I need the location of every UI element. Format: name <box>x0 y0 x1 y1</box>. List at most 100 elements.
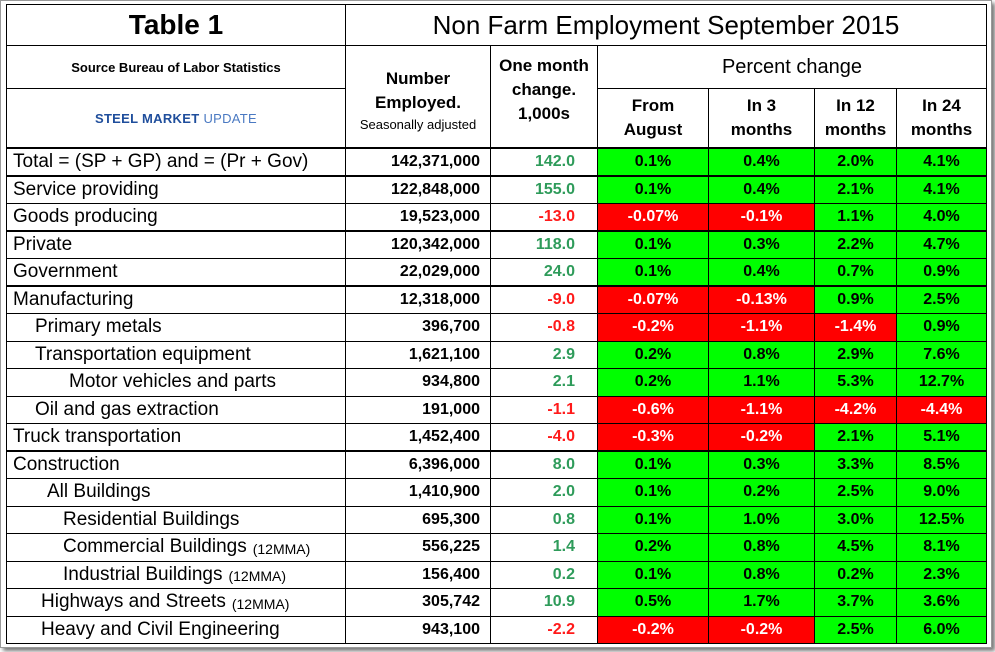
change-value: 24.0 <box>491 259 598 287</box>
employed-value: 1,410,900 <box>346 479 491 507</box>
percent-value: -1.1% <box>709 314 815 342</box>
percent-value: 4.1% <box>897 149 987 177</box>
percent-value: -0.3% <box>598 424 709 452</box>
percent-value: 12.7% <box>897 369 987 397</box>
percent-value: 0.1% <box>598 259 709 287</box>
percent-value: 0.7% <box>815 259 897 287</box>
percent-value: -0.13% <box>709 286 815 314</box>
change-value: 8.0 <box>491 451 598 479</box>
percent-value: 0.4% <box>709 149 815 177</box>
row-label: Industrial Buildings (12MMA) <box>6 561 346 589</box>
row-label: Motor vehicles and parts <box>6 369 346 397</box>
percent-value: 0.9% <box>897 259 987 287</box>
percent-value: 2.5% <box>815 616 897 644</box>
row-label: Heavy and Civil Engineering <box>6 616 346 644</box>
percent-value: -0.6% <box>598 396 709 424</box>
change-title: One month change. 1,000s <box>499 55 589 123</box>
change-value: -9.0 <box>491 286 598 314</box>
percent-value: 0.8% <box>709 534 815 562</box>
percent-value: 4.0% <box>897 204 987 232</box>
percent-value: 0.9% <box>815 286 897 314</box>
percent-value: -0.2% <box>598 616 709 644</box>
percent-value: 2.1% <box>815 424 897 452</box>
percent-value: 3.7% <box>815 589 897 617</box>
row-label: Highways and Streets (12MMA) <box>6 589 346 617</box>
employed-value: 156,400 <box>346 561 491 589</box>
percent-value: 3.6% <box>897 589 987 617</box>
percent-value: 0.1% <box>598 561 709 589</box>
percent-value: -0.1% <box>709 204 815 232</box>
employed-value: 695,300 <box>346 506 491 534</box>
percent-value: -0.2% <box>598 314 709 342</box>
percent-value: 0.3% <box>709 451 815 479</box>
row-label-text: Government <box>13 260 118 282</box>
employed-value: 22,029,000 <box>346 259 491 287</box>
percent-value: 0.1% <box>598 176 709 204</box>
row-label-note: (12MMA) <box>228 568 287 585</box>
change-value: -1.1 <box>491 396 598 424</box>
percent-value: 0.1% <box>598 149 709 177</box>
percent-value: 3.0% <box>815 506 897 534</box>
change-value: 155.0 <box>491 176 598 204</box>
percent-value: 2.9% <box>815 341 897 369</box>
percent-value: 4.1% <box>897 176 987 204</box>
row-label-text: Service providing <box>13 178 159 200</box>
change-value: 118.0 <box>491 231 598 259</box>
percent-value: 3.3% <box>815 451 897 479</box>
percent-value: 0.4% <box>709 176 815 204</box>
row-label: Residential Buildings <box>6 506 346 534</box>
row-label-note: (12MMA) <box>252 540 311 557</box>
row-label-note: (12MMA) <box>231 595 290 612</box>
percent-value: 2.5% <box>897 286 987 314</box>
row-label-text: Manufacturing <box>13 288 134 310</box>
percent-value: -1.4% <box>815 314 897 342</box>
percent-value: -4.4% <box>897 396 987 424</box>
percent-value: -0.07% <box>598 286 709 314</box>
percent-value: 5.1% <box>897 424 987 452</box>
change-value: -0.8 <box>491 314 598 342</box>
number-header: Number Employed. Seasonally adjusted <box>346 46 491 149</box>
employed-value: 1,452,400 <box>346 424 491 452</box>
employed-value: 122,848,000 <box>346 176 491 204</box>
number-note: Seasonally adjusted <box>359 117 477 132</box>
percent-group: Percent change <box>598 46 987 89</box>
row-label: Goods producing <box>6 204 346 232</box>
percent-col-header: From August <box>598 89 709 149</box>
percent-value: -1.1% <box>709 396 815 424</box>
row-label-text: Commercial Buildings <box>63 536 247 558</box>
percent-value: 7.6% <box>897 341 987 369</box>
percent-value: 2.1% <box>815 176 897 204</box>
percent-value: 1.1% <box>709 369 815 397</box>
percent-value: 0.2% <box>709 479 815 507</box>
percent-value: 9.0% <box>897 479 987 507</box>
change-value: 2.9 <box>491 341 598 369</box>
employed-value: 934,800 <box>346 369 491 397</box>
employed-value: 6,396,000 <box>346 451 491 479</box>
row-label: Construction <box>6 451 346 479</box>
percent-value: 12.5% <box>897 506 987 534</box>
row-label: Manufacturing <box>6 286 346 314</box>
percent-value: 0.2% <box>598 341 709 369</box>
percent-col-header: In 3 months <box>709 89 815 149</box>
change-value: -4.0 <box>491 424 598 452</box>
row-label-text: Oil and gas extraction <box>35 398 219 420</box>
percent-value: 0.1% <box>598 479 709 507</box>
row-label: Commercial Buildings (12MMA) <box>6 534 346 562</box>
change-value: 2.1 <box>491 369 598 397</box>
row-label-text: Primary metals <box>35 316 162 338</box>
employed-value: 305,742 <box>346 589 491 617</box>
percent-value: 1.1% <box>815 204 897 232</box>
employed-value: 19,523,000 <box>346 204 491 232</box>
percent-value: 0.5% <box>598 589 709 617</box>
percent-value: -0.2% <box>709 616 815 644</box>
percent-value: 0.1% <box>598 506 709 534</box>
change-value: -2.2 <box>491 616 598 644</box>
source-label: Source Bureau of Labor Statistics <box>6 46 346 89</box>
percent-value: 0.2% <box>815 561 897 589</box>
percent-value: 6.0% <box>897 616 987 644</box>
row-label: Total = (SP + GP) and = (Pr + Gov) <box>6 149 346 177</box>
percent-value: 0.3% <box>709 231 815 259</box>
percent-col-header: In 24 months <box>897 89 987 149</box>
row-label-text: All Buildings <box>47 481 151 503</box>
